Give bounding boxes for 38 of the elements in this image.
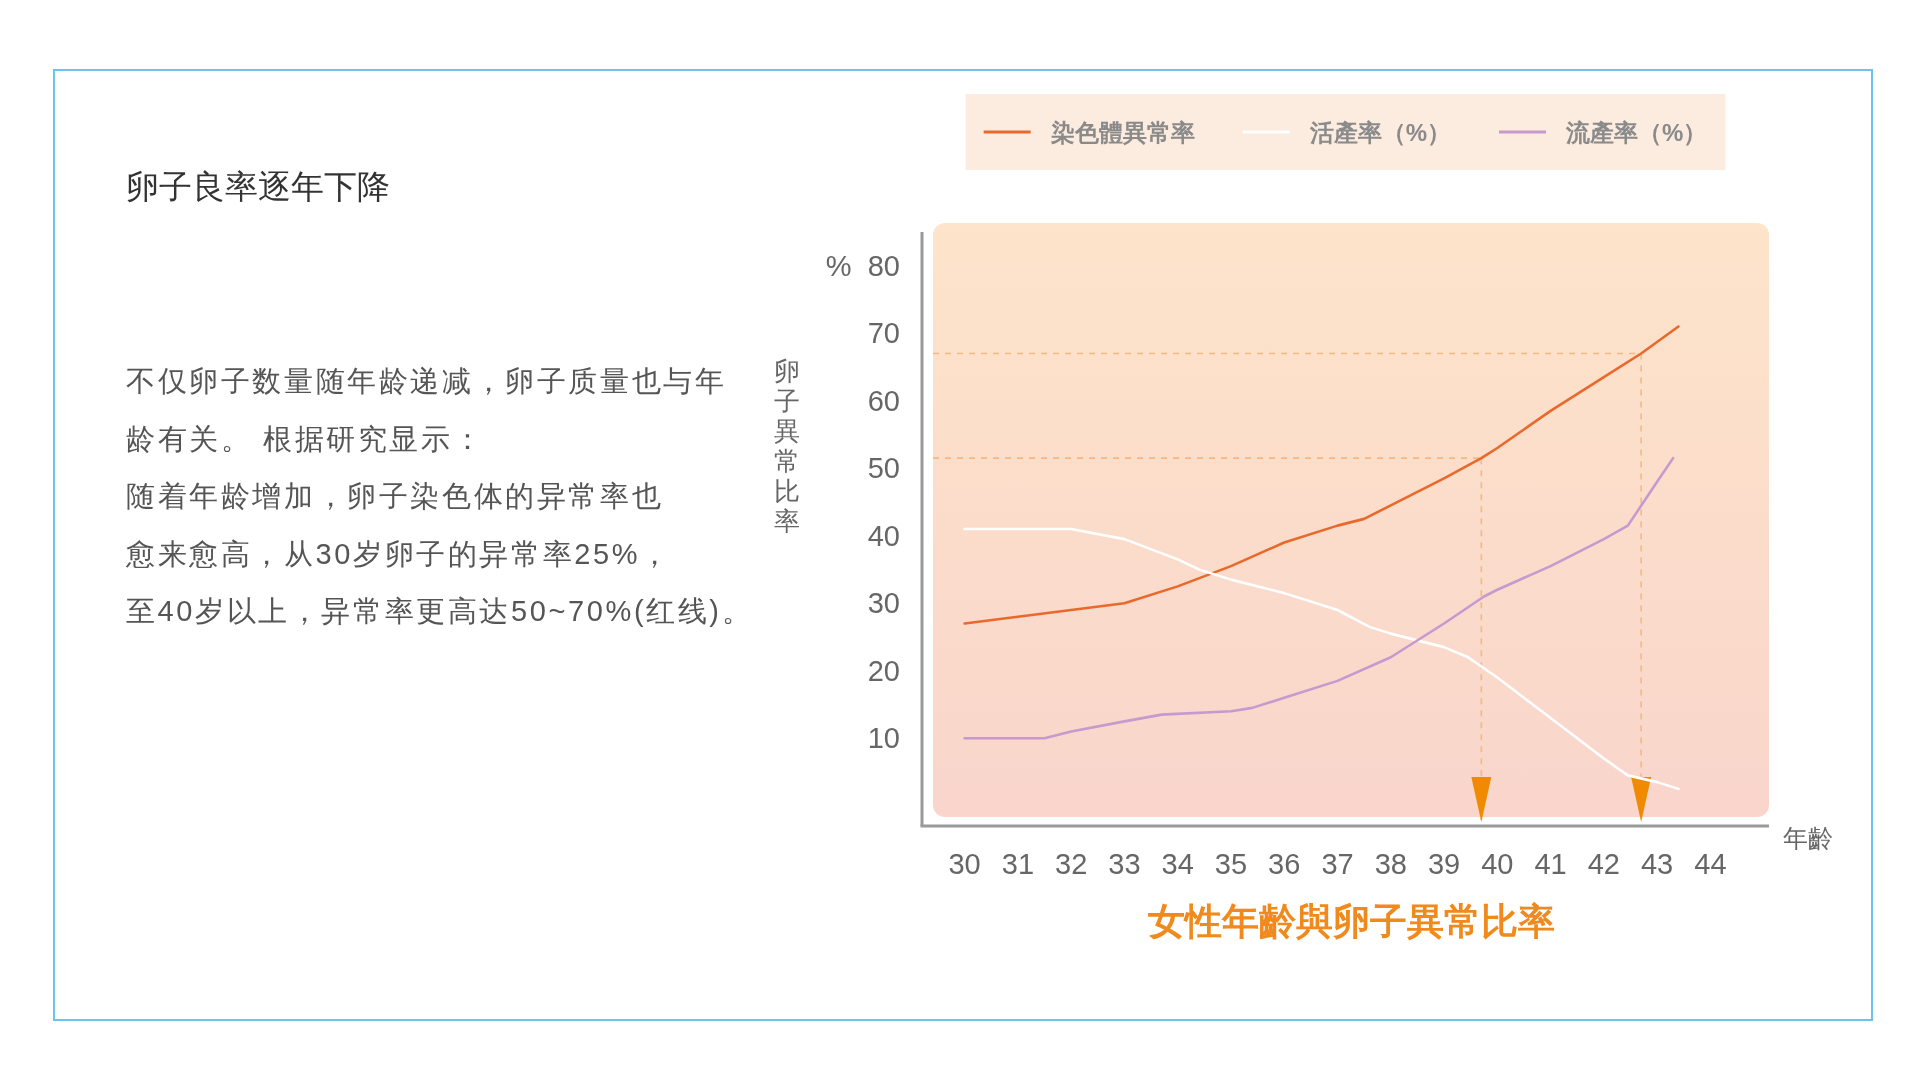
y-tick-label: 50 (867, 452, 900, 485)
text: 随着年龄增加，卵子染色体的异常率也 (126, 480, 664, 512)
x-tick-label: 34 (1161, 848, 1194, 880)
x-axis-title: 年齡 (1783, 824, 1833, 852)
x-tick-label: 32 (1055, 848, 1088, 880)
line-series (963, 325, 1680, 625)
x-tick-label: 37 (1321, 848, 1354, 880)
legend-label: 活產率（%） (1308, 118, 1451, 146)
legend-label: 流產率（%） (1565, 118, 1708, 146)
y-tick-label: 10 (867, 722, 900, 755)
text: 至40岁以上，异常率更高达50~70%(红线)。 (126, 595, 754, 627)
y-tick-label: 40 (867, 519, 900, 552)
y-tick-label: 30 (867, 587, 900, 620)
x-tick-label: 39 (1427, 848, 1461, 880)
text: 女性年齡與卵子異常比率 (1148, 900, 1555, 942)
line-series (963, 527, 1680, 791)
x-tick-label: 36 (1268, 848, 1301, 880)
legend-label: 染色體異常率 (1049, 118, 1195, 146)
x-tick-label: 44 (1694, 848, 1727, 880)
x-tick-label: 33 (1108, 848, 1141, 880)
text: 龄有关。 根据研究显示： (126, 422, 485, 455)
y-tick-label: 20 (867, 654, 900, 687)
line-series (963, 456, 1675, 740)
text: 愈来愈高，从30岁卵子的异常率25%， (125, 537, 672, 570)
text: 不仅卵子数量随年龄递减，卵子质量也与年 (126, 365, 727, 397)
x-tick-label: 40 (1481, 848, 1514, 880)
x-tick-label: 41 (1534, 848, 1567, 880)
x-tick-label: 43 (1641, 848, 1674, 880)
y-tick-label: 60 (867, 384, 900, 417)
x-tick-label: 42 (1587, 848, 1620, 880)
x-tick-label: 35 (1214, 848, 1248, 880)
y-axis-title: 卵子異常比率 (774, 356, 800, 536)
y-tick-label: % 80 (825, 249, 900, 282)
x-tick-label: 38 (1374, 848, 1407, 880)
x-tick-label: 31 (1001, 848, 1035, 880)
x-tick-label: 30 (948, 848, 981, 880)
text: 卵子良率逐年下降 (126, 167, 390, 205)
y-tick-label: 70 (867, 317, 900, 350)
